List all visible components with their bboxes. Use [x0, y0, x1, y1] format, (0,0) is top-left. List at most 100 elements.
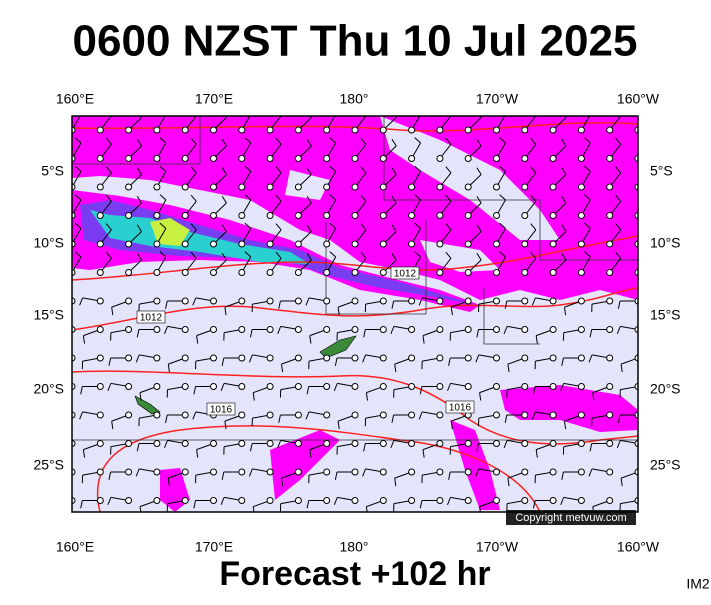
- barb-station: [578, 270, 584, 276]
- barb-station: [97, 327, 103, 333]
- barb-station: [578, 441, 584, 447]
- barb-station: [409, 412, 415, 418]
- barb-station: [578, 355, 584, 361]
- barb-station: [494, 498, 500, 504]
- map-area: 1012 1012 1016 1016: [51, 109, 651, 525]
- barb-station: [97, 355, 103, 361]
- barb-station: [295, 384, 301, 390]
- barb-station: [211, 213, 217, 219]
- barb-flag: [647, 139, 651, 146]
- title: 0600 NZST Thu 10 Jul 2025: [73, 17, 638, 66]
- barb-station: [380, 127, 386, 133]
- barb-station: [154, 441, 160, 447]
- barb-flag: [51, 440, 54, 447]
- barb-station: [267, 327, 273, 333]
- barb-station: [465, 469, 471, 475]
- barb-station: [494, 469, 500, 475]
- left-lat-label: 10°S: [33, 235, 64, 251]
- barb-station: [522, 127, 528, 133]
- barb-station: [352, 327, 358, 333]
- barb-staff: [638, 174, 651, 187]
- barb-flag: [330, 109, 336, 114]
- barb-station: [324, 412, 330, 418]
- right-lat-label: 20°S: [650, 381, 681, 397]
- barb-station: [239, 127, 245, 133]
- barb-station: [267, 241, 273, 247]
- barb-station: [295, 469, 301, 475]
- barb-station: [380, 384, 386, 390]
- barb-station: [239, 412, 245, 418]
- barb-station: [324, 384, 330, 390]
- barb-staff: [54, 440, 72, 443]
- left-lat-label: 15°S: [33, 307, 64, 323]
- forecast-label: Forecast +102 hr: [219, 555, 490, 593]
- barb-station: [380, 241, 386, 247]
- barb-flag: [415, 109, 421, 114]
- barb-station: [324, 498, 330, 504]
- barb-station: [550, 184, 556, 190]
- barb-flag: [500, 109, 506, 114]
- barb-station: [437, 127, 443, 133]
- barb-station: [239, 213, 245, 219]
- barb-station: [437, 184, 443, 190]
- barb-station: [465, 241, 471, 247]
- barb-station: [607, 498, 613, 504]
- barb-station: [522, 412, 528, 418]
- barb-station: [578, 127, 584, 133]
- barb-station: [578, 213, 584, 219]
- barb-station: [352, 469, 358, 475]
- barb-station: [465, 270, 471, 276]
- barb-station: [267, 184, 273, 190]
- barb-staff: [638, 231, 651, 244]
- barb-station: [550, 355, 556, 361]
- barb-station: [295, 213, 301, 219]
- isobar-label-text: 1016: [449, 403, 472, 414]
- barb-station: [97, 384, 103, 390]
- barb-station: [352, 441, 358, 447]
- barb-station: [182, 469, 188, 475]
- barb-station: [182, 213, 188, 219]
- barb-station: [352, 498, 358, 504]
- barb-station: [550, 498, 556, 504]
- barb-station: [267, 298, 273, 304]
- top-lon-label: 160°E: [56, 91, 94, 107]
- barb-station: [465, 127, 471, 133]
- right-lat-label: 10°S: [650, 235, 681, 251]
- barb-station: [550, 412, 556, 418]
- barb-station: [578, 498, 584, 504]
- barb-station: [494, 184, 500, 190]
- barb-station: [494, 384, 500, 390]
- barb-station: [437, 498, 443, 504]
- barb-station: [182, 412, 188, 418]
- right-lat-label: 25°S: [650, 457, 681, 473]
- barb-station: [97, 441, 103, 447]
- barb-flag: [616, 110, 621, 116]
- isobar-label-text: 1012: [394, 269, 417, 280]
- barb-station: [578, 184, 584, 190]
- barb-station: [154, 469, 160, 475]
- barb-station: [437, 384, 443, 390]
- isobar-label: 1016: [446, 401, 474, 414]
- barb-staff: [638, 260, 651, 273]
- isobar-label: 1012: [391, 267, 419, 280]
- left-lat-label: 5°S: [41, 163, 64, 179]
- barb-station: [380, 355, 386, 361]
- barb-station: [211, 184, 217, 190]
- barb-staff: [54, 501, 72, 504]
- barb-station: [437, 327, 443, 333]
- barb-station: [352, 213, 358, 219]
- barb-station: [380, 441, 386, 447]
- barb-station: [126, 241, 132, 247]
- barb-station: [607, 127, 613, 133]
- barb-station: [550, 384, 556, 390]
- barb-station: [465, 156, 471, 162]
- barb-station: [607, 213, 613, 219]
- barb-station: [578, 156, 584, 162]
- barb-station: [324, 270, 330, 276]
- barb-station: [182, 298, 188, 304]
- barb-station: [352, 298, 358, 304]
- barb-station: [607, 441, 613, 447]
- barb-station: [550, 213, 556, 219]
- barb-station: [182, 355, 188, 361]
- barb-station: [607, 384, 613, 390]
